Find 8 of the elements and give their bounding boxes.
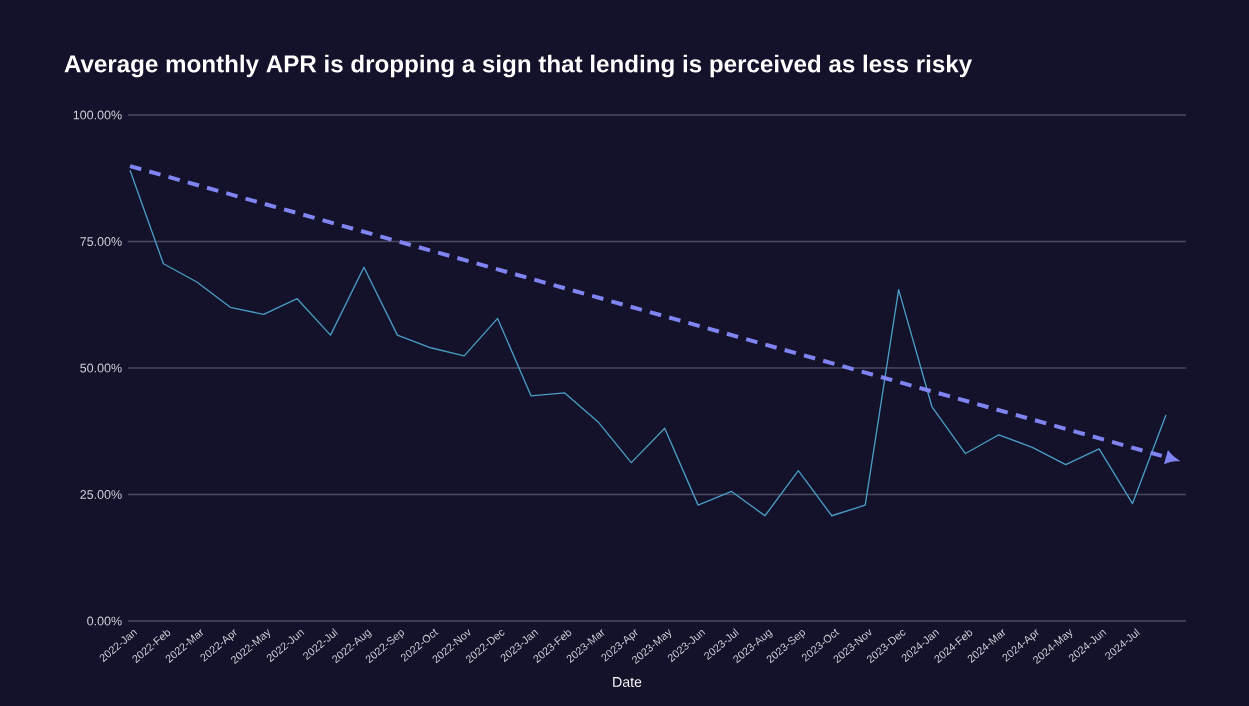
x-axis-title: Date [613,677,642,687]
y-tick-label: 50.00% [80,363,122,373]
y-tick-label: 100.00% [73,110,122,120]
y-tick-label: 75.00% [80,237,122,246]
y-tick-label: 25.00% [80,490,122,499]
chart-title: Average monthly APR is dropping a sign that lending is perceived as less risky [64,54,973,78]
line-series [129,169,1167,517]
y-tick-label: 0.00% [87,616,122,626]
